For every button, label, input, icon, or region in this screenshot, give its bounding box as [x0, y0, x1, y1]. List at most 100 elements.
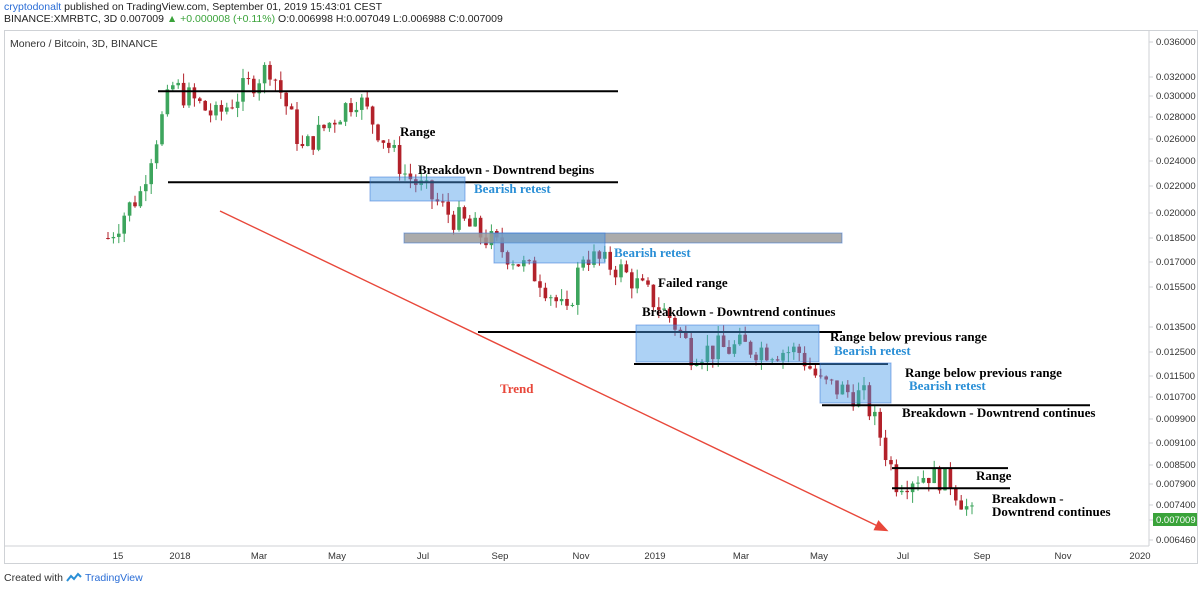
- y-tick-label: 0.018500: [1156, 233, 1196, 244]
- tradingview-logo-icon: [66, 572, 82, 582]
- x-tick-label: Sep: [492, 551, 509, 562]
- candle-body: [705, 345, 710, 363]
- y-tick-label: 0.009900: [1156, 414, 1196, 425]
- candle-body: [694, 364, 699, 366]
- candle-body: [408, 173, 413, 180]
- candle-body: [889, 460, 893, 465]
- created-with-text: Created with: [4, 572, 63, 584]
- annotation-label: Bearish retest: [614, 245, 691, 260]
- y-tick-label: 0.012500: [1156, 347, 1196, 358]
- x-tick-label: May: [810, 551, 828, 562]
- y-tick-label: 0.020000: [1156, 208, 1196, 219]
- candle-body: [786, 352, 791, 354]
- candle-body: [532, 260, 537, 282]
- y-tick-label: 0.009100: [1156, 438, 1196, 449]
- range-box: [819, 362, 892, 404]
- symbol-label: BINANCE:XMRBTC, 3D: [4, 13, 118, 25]
- candle-body: [500, 237, 504, 253]
- candle-body: [289, 106, 294, 110]
- candle-body: [160, 114, 164, 145]
- candle-body: [295, 109, 299, 144]
- candle-body: [792, 346, 796, 353]
- candle-body: [360, 97, 364, 110]
- candle-body: [667, 308, 672, 318]
- candle-body: [230, 107, 234, 109]
- price-chart[interactable]: Range Breakdown - Downtrend begins Bearish…: [0, 0, 1200, 565]
- candle-body: [937, 467, 942, 491]
- y-tick-label: 0.017000: [1156, 257, 1196, 268]
- candle-body: [808, 366, 812, 369]
- last-price-badge: [1153, 513, 1197, 526]
- y-tick-label: 0.015500: [1156, 282, 1196, 293]
- candle-body: [624, 264, 629, 273]
- y-tick-label: 0.006460: [1156, 535, 1196, 546]
- candle-body: [468, 218, 472, 227]
- candle-body: [813, 368, 818, 376]
- candle-body: [435, 199, 440, 202]
- candle-body: [154, 144, 159, 164]
- candle-body: [630, 272, 634, 289]
- change-value: ▲ +0.000008 (+0.11%): [166, 13, 276, 25]
- last-price-label: 0.007009: [1156, 515, 1196, 526]
- candle-body: [689, 337, 693, 366]
- candle-body: [754, 354, 758, 361]
- candle-body: [916, 482, 920, 484]
- candle-body: [187, 87, 191, 106]
- tradingview-brand[interactable]: TradingView: [84, 572, 143, 584]
- candle-body: [894, 464, 899, 493]
- candle-body: [797, 346, 801, 353]
- y-tick-label: 0.036000: [1156, 37, 1196, 48]
- y-tick-label: 0.026000: [1156, 134, 1196, 145]
- candle-body: [214, 104, 218, 116]
- candle-body: [970, 505, 974, 507]
- candle-body: [273, 79, 278, 81]
- candle-body: [171, 85, 175, 90]
- y-tick-label: 0.032000: [1156, 72, 1196, 83]
- candle-body: [117, 233, 121, 237]
- candle-body: [138, 191, 143, 207]
- candle-body: [943, 467, 947, 491]
- footer: Created with TradingView: [4, 572, 143, 584]
- candle-body: [473, 217, 477, 227]
- candle-body: [651, 284, 656, 308]
- author-link[interactable]: cryptodonalt: [4, 1, 62, 13]
- annotation-label: Range: [976, 468, 1012, 483]
- candle-body: [775, 359, 780, 361]
- candle-body: [727, 347, 731, 354]
- candle-body: [284, 92, 288, 107]
- candle-body: [678, 329, 683, 332]
- candle-body: [802, 352, 807, 367]
- x-tick-label: Nov: [1055, 551, 1072, 562]
- candle-body: [835, 380, 839, 395]
- candle-body: [181, 82, 186, 106]
- annotation-label: Range: [400, 124, 436, 139]
- candle-body: [829, 379, 834, 381]
- candle-body: [657, 307, 661, 310]
- candle-body: [743, 334, 747, 342]
- candle-body: [424, 180, 429, 182]
- candle-body: [106, 238, 110, 239]
- annotation-label: Trend: [500, 381, 534, 396]
- candle-body: [862, 385, 866, 391]
- annotation-label: Downtrend continues: [992, 504, 1111, 519]
- candle-body: [721, 335, 726, 348]
- candle-body: [921, 477, 926, 483]
- annotation-label: Range below previous range: [905, 365, 1062, 380]
- x-tick-label: 2020: [1129, 551, 1150, 562]
- annotation-label: Failed range: [658, 275, 728, 290]
- candle-body: [316, 124, 321, 150]
- candle-body: [511, 264, 515, 266]
- y-tick-label: 0.024000: [1156, 156, 1196, 167]
- candle-body: [856, 390, 861, 407]
- candle-body: [252, 78, 256, 94]
- y-tick-label: 0.011500: [1156, 371, 1195, 382]
- candle-body: [430, 180, 434, 200]
- candle-body: [165, 89, 170, 115]
- candle-body: [462, 207, 467, 219]
- candle-body: [381, 140, 386, 143]
- candle-body: [538, 281, 542, 288]
- candle-body: [208, 110, 213, 116]
- y-tick-label: 0.030000: [1156, 91, 1196, 102]
- candle-body: [711, 345, 715, 360]
- candle-body: [549, 297, 553, 299]
